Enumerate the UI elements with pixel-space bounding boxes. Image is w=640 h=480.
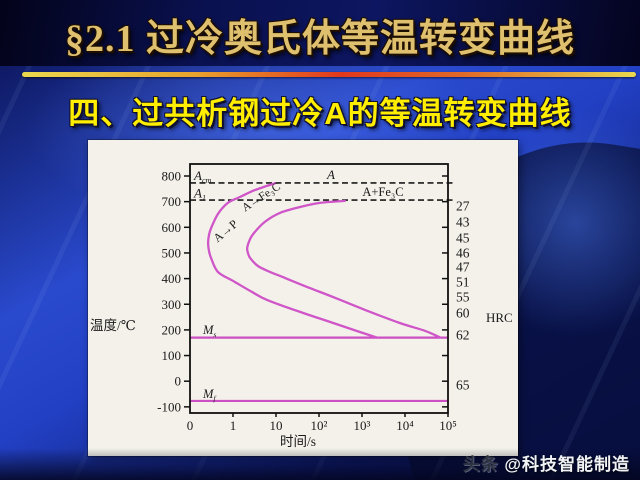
hrc-value: 46 [456,245,470,260]
hrc-value: 47 [456,260,470,275]
hrc-value: 45 [456,231,470,246]
watermark-handle: @科技智能制造 [504,455,630,474]
y-tick-label: 300 [162,297,182,312]
x-tick-label: 10² [311,418,328,433]
hrc-value: 55 [456,290,470,305]
x-tick-label: 1 [230,418,237,433]
title-divider [22,72,636,77]
acm-label: Acm [193,168,212,185]
a1-label: A1 [193,186,206,203]
title-strip [0,0,640,66]
ms-label: Ms [202,323,216,339]
y-tick-label: 600 [162,220,182,235]
y-tick-label: 0 [175,374,182,389]
y-axis-title: 温度/℃ [90,318,136,333]
slide-subtitle: 四、过共析钢过冷A的等温转变曲线 [68,96,572,131]
y-tick-label: 500 [162,245,182,260]
hrc-value: 27 [456,199,470,214]
watermark-prefix: 头条 [462,455,499,474]
hrc-value: 60 [456,305,470,320]
hrc-axis-label: HRC [486,310,513,325]
x-axis-title: 时间/s [280,434,316,449]
x-tick-label: 10³ [354,418,371,433]
y-tick-label: 100 [162,348,182,363]
slide-title: §2.1 过冷奥氏体等温转变曲线 [64,18,575,60]
fe3c-curve-label: A→Fe₃C [240,181,283,215]
x-tick-label: 10 [270,418,283,433]
x-tick-label: 10⁵ [439,418,457,433]
ttt-diagram: 800 700 600 500 400 300 200 100 0 -100 0 1 10 10² 10³ 1… [90,163,513,449]
hrc-value: 65 [456,378,470,393]
curve-transformation-start [206,182,379,339]
y-tick-label: 800 [162,169,182,184]
x-tick-label: 10⁴ [396,418,414,433]
hrc-value: 43 [456,214,470,229]
bottom-shade [0,448,640,480]
hrc-value: 62 [456,328,470,343]
y-tick-label: 200 [162,322,182,337]
curve-transformation-finish [246,199,441,339]
hrc-value: 51 [456,274,470,289]
x-tick-label: 0 [187,418,194,433]
watermark: 头条 @科技智能制造 [463,450,630,475]
a-fe3c-region-label: A+Fe₃C [362,185,403,199]
y-tick-label: 400 [162,271,182,286]
y-tick-label: 700 [162,194,182,209]
chart-panel: 800 700 600 500 400 300 200 100 0 -100 0 1 10 10² 10³ 1… [88,140,518,456]
mf-label: Mf [202,387,217,403]
y-tick-label: -100 [157,399,181,414]
austenite-region-label: A [326,167,335,182]
